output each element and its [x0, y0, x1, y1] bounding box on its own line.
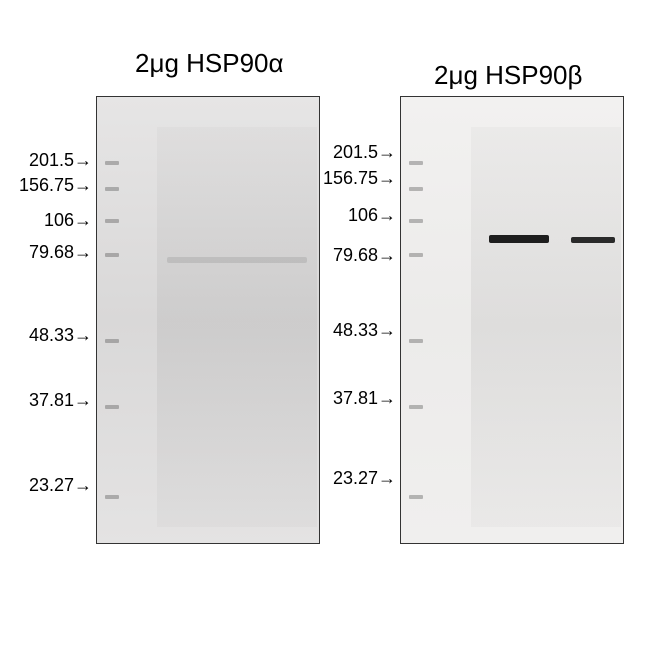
panel-title-right: 2μg HSP90β [434, 60, 582, 91]
arrow-icon: → [378, 168, 396, 188]
blot-panel-right [400, 96, 624, 544]
marker-value: 156.75 [19, 175, 74, 195]
marker-value: 23.27 [29, 475, 74, 495]
arrow-icon: → [74, 475, 92, 495]
ladder-mark [105, 405, 119, 409]
marker-value: 201.5 [333, 142, 378, 162]
marker-label: 23.27→ [333, 468, 396, 489]
marker-label: 48.33→ [29, 325, 92, 346]
blot-panel-left [96, 96, 320, 544]
arrow-icon: → [74, 242, 92, 262]
ladder-mark [105, 253, 119, 257]
marker-label: 23.27→ [29, 475, 92, 496]
ladder-mark [409, 495, 423, 499]
arrow-icon: → [378, 205, 396, 225]
arrow-icon: → [378, 468, 396, 488]
lane-smear [471, 127, 621, 527]
ladder-mark [409, 253, 423, 257]
marker-label: 156.75→ [323, 168, 396, 189]
ladder-mark [409, 161, 423, 165]
arrow-icon: → [378, 245, 396, 265]
marker-label: 156.75→ [19, 175, 92, 196]
arrow-icon: → [74, 150, 92, 170]
protein-band [489, 235, 549, 243]
marker-label: 79.68→ [29, 242, 92, 263]
marker-value: 156.75 [323, 168, 378, 188]
marker-value: 79.68 [333, 245, 378, 265]
marker-label: 37.81→ [29, 390, 92, 411]
marker-label: 37.81→ [333, 388, 396, 409]
protein-band [571, 237, 615, 243]
marker-label: 106→ [44, 210, 92, 231]
marker-value: 201.5 [29, 150, 74, 170]
marker-value: 48.33 [29, 325, 74, 345]
arrow-icon: → [378, 388, 396, 408]
marker-value: 106 [348, 205, 378, 225]
ladder-mark [105, 219, 119, 223]
ladder-mark [105, 495, 119, 499]
arrow-icon: → [74, 210, 92, 230]
ladder-mark [105, 187, 119, 191]
arrow-icon: → [74, 175, 92, 195]
marker-label: 48.33→ [333, 320, 396, 341]
ladder-lane-right [409, 97, 427, 543]
marker-label: 79.68→ [333, 245, 396, 266]
ladder-mark [409, 405, 423, 409]
marker-value: 48.33 [333, 320, 378, 340]
lane-smear [157, 127, 317, 527]
marker-value: 37.81 [29, 390, 74, 410]
arrow-icon: → [74, 390, 92, 410]
figure-container: 2μg HSP90α 2μg HSP90β [0, 0, 650, 650]
marker-value: 79.68 [29, 242, 74, 262]
arrow-icon: → [378, 142, 396, 162]
ladder-mark [409, 339, 423, 343]
panel-title-left: 2μg HSP90α [135, 48, 284, 79]
ladder-lane-left [105, 97, 123, 543]
marker-value: 37.81 [333, 388, 378, 408]
ladder-mark [105, 161, 119, 165]
marker-label: 201.5→ [29, 150, 92, 171]
faint-band [167, 257, 307, 263]
ladder-mark [409, 187, 423, 191]
marker-label: 106→ [348, 205, 396, 226]
marker-value: 106 [44, 210, 74, 230]
ladder-mark [105, 339, 119, 343]
marker-value: 23.27 [333, 468, 378, 488]
ladder-mark [409, 219, 423, 223]
arrow-icon: → [74, 325, 92, 345]
arrow-icon: → [378, 320, 396, 340]
marker-label: 201.5→ [333, 142, 396, 163]
